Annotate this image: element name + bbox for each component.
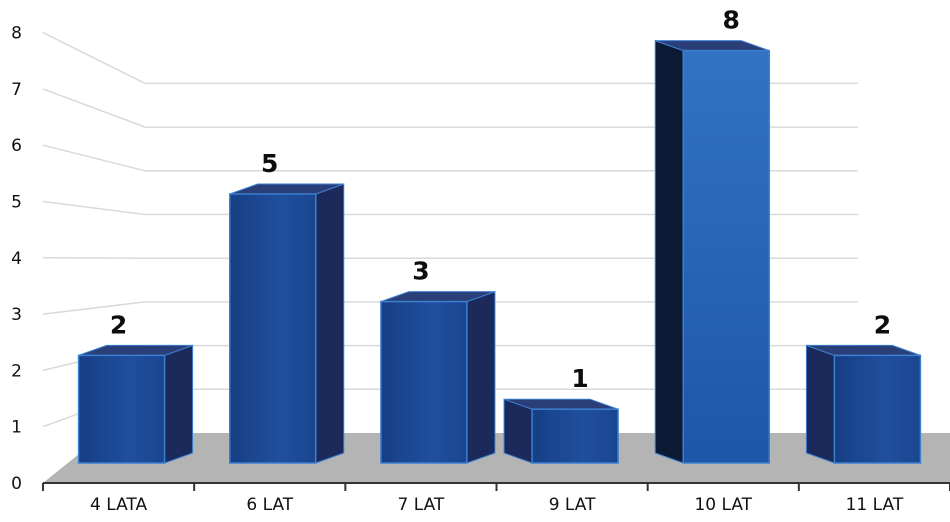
bar: [77, 344, 194, 464]
gridline: [42, 200, 858, 216]
y-tick-label: 6: [11, 136, 22, 156]
data-label: 2: [110, 310, 127, 339]
bar-side-face: [654, 39, 684, 464]
bar-side-face: [805, 344, 835, 464]
bar: [380, 290, 496, 464]
bar-front-face: [77, 354, 166, 464]
data-label: 5: [261, 149, 278, 178]
x-tick-label: 9 LAT: [549, 495, 596, 515]
bar: [654, 39, 770, 464]
axes: 0 1 2 3 4 5 6 7 8 4 LATA 6 LAT 7 LAT 9 LAT 10 LAT 11 L…: [11, 24, 950, 515]
y-tick-label: 7: [11, 80, 22, 100]
x-tick-label: 6 LAT: [246, 495, 293, 515]
data-label: 1: [571, 364, 588, 393]
gridline: [42, 301, 858, 315]
gridline: [42, 31, 858, 85]
data-label: 3: [412, 257, 429, 286]
y-tick-label: 4: [11, 249, 22, 269]
x-tick-label: 11 LAT: [846, 495, 904, 515]
x-tick-label: 10 LAT: [694, 495, 752, 515]
y-tick-label: 2: [11, 361, 22, 381]
data-label: 2: [874, 310, 891, 339]
gridline: [42, 88, 858, 128]
bar-front-face: [380, 300, 468, 464]
gridline: [42, 144, 858, 172]
bar-side-face: [164, 344, 194, 464]
bar: [805, 344, 922, 464]
y-tick-label: 0: [11, 474, 22, 494]
bar-side-face: [466, 290, 496, 464]
bar: [229, 183, 345, 464]
bar-front-face: [531, 408, 619, 464]
bars: [77, 39, 922, 464]
y-tick-label: 3: [11, 305, 22, 325]
bar-front-face: [682, 49, 770, 464]
x-tick-label: 7 LAT: [398, 495, 445, 515]
bar-side-face: [503, 398, 533, 464]
bar-side-face: [315, 183, 345, 464]
y-tick-label: 5: [11, 193, 22, 213]
y-tick-label: 8: [11, 24, 22, 44]
bar-front-face: [833, 354, 922, 464]
x-tick-label: 4 LATA: [90, 495, 147, 515]
y-tick-label: 1: [11, 418, 22, 438]
data-label: 8: [723, 6, 740, 35]
bar-front-face: [229, 193, 317, 464]
bar: [503, 398, 619, 464]
labels: 2 5 3 1 8 2: [110, 6, 891, 394]
